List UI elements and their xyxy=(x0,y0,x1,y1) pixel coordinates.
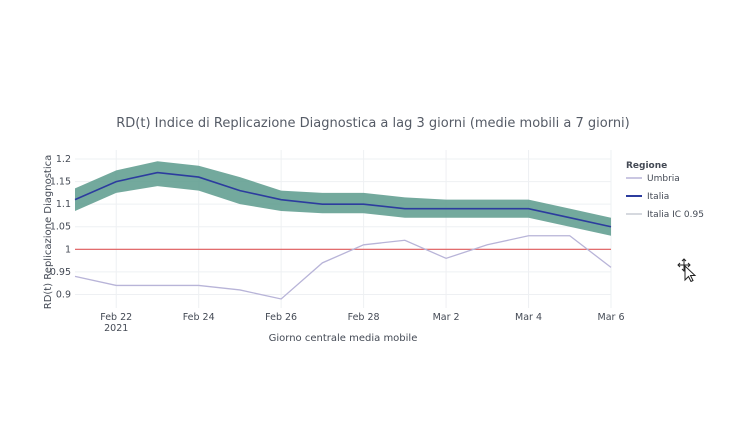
y-axis-ticks: 0.9 0.95 1 1.05 1.1 1.15 1.2 xyxy=(50,154,71,300)
y-tick-label: 0.9 xyxy=(56,289,71,300)
x-tick-label: Feb 24 xyxy=(183,312,215,323)
y-tick-label: 0.95 xyxy=(50,267,71,278)
y-tick-label: 1 xyxy=(65,244,71,255)
x-tick-label: Feb 22 xyxy=(100,312,132,323)
series-lines xyxy=(74,171,612,300)
x-tick-label: Mar 6 xyxy=(598,312,625,323)
legend-title: Regione xyxy=(626,161,667,171)
series-line-italia xyxy=(74,171,612,228)
x-tick-label: Mar 2 xyxy=(433,312,460,323)
x-tick-sublabel: 2021 xyxy=(104,323,128,334)
chart-title: RD(t) Indice di Replicazione Diagnostica… xyxy=(116,116,630,131)
legend-items[interactable]: Umbria Italia Italia IC 0.95 xyxy=(626,174,704,220)
y-tick-label: 1.2 xyxy=(56,154,71,165)
x-tick-label: Feb 28 xyxy=(348,312,380,323)
legend[interactable]: Regione Umbria Italia Italia IC 0.95 xyxy=(626,161,704,220)
y-tick-label: 1.1 xyxy=(56,199,71,210)
y-tick-label: 1.15 xyxy=(50,177,71,188)
move-cursor-icon xyxy=(677,258,697,282)
x-axis-title: Giorno centrale media mobile xyxy=(269,333,418,344)
legend-label[interactable]: Italia xyxy=(647,192,669,202)
y-tick-label: 1.05 xyxy=(50,222,71,233)
legend-label[interactable]: Italia IC 0.95 xyxy=(647,210,704,220)
y-axis-title: RD(t) Replicazione Diagnostica xyxy=(43,155,54,310)
series-line-umbria xyxy=(74,235,612,300)
legend-label[interactable]: Umbria xyxy=(647,174,680,184)
x-tick-label: Mar 4 xyxy=(515,312,542,323)
x-tick-label: Feb 26 xyxy=(265,312,297,323)
